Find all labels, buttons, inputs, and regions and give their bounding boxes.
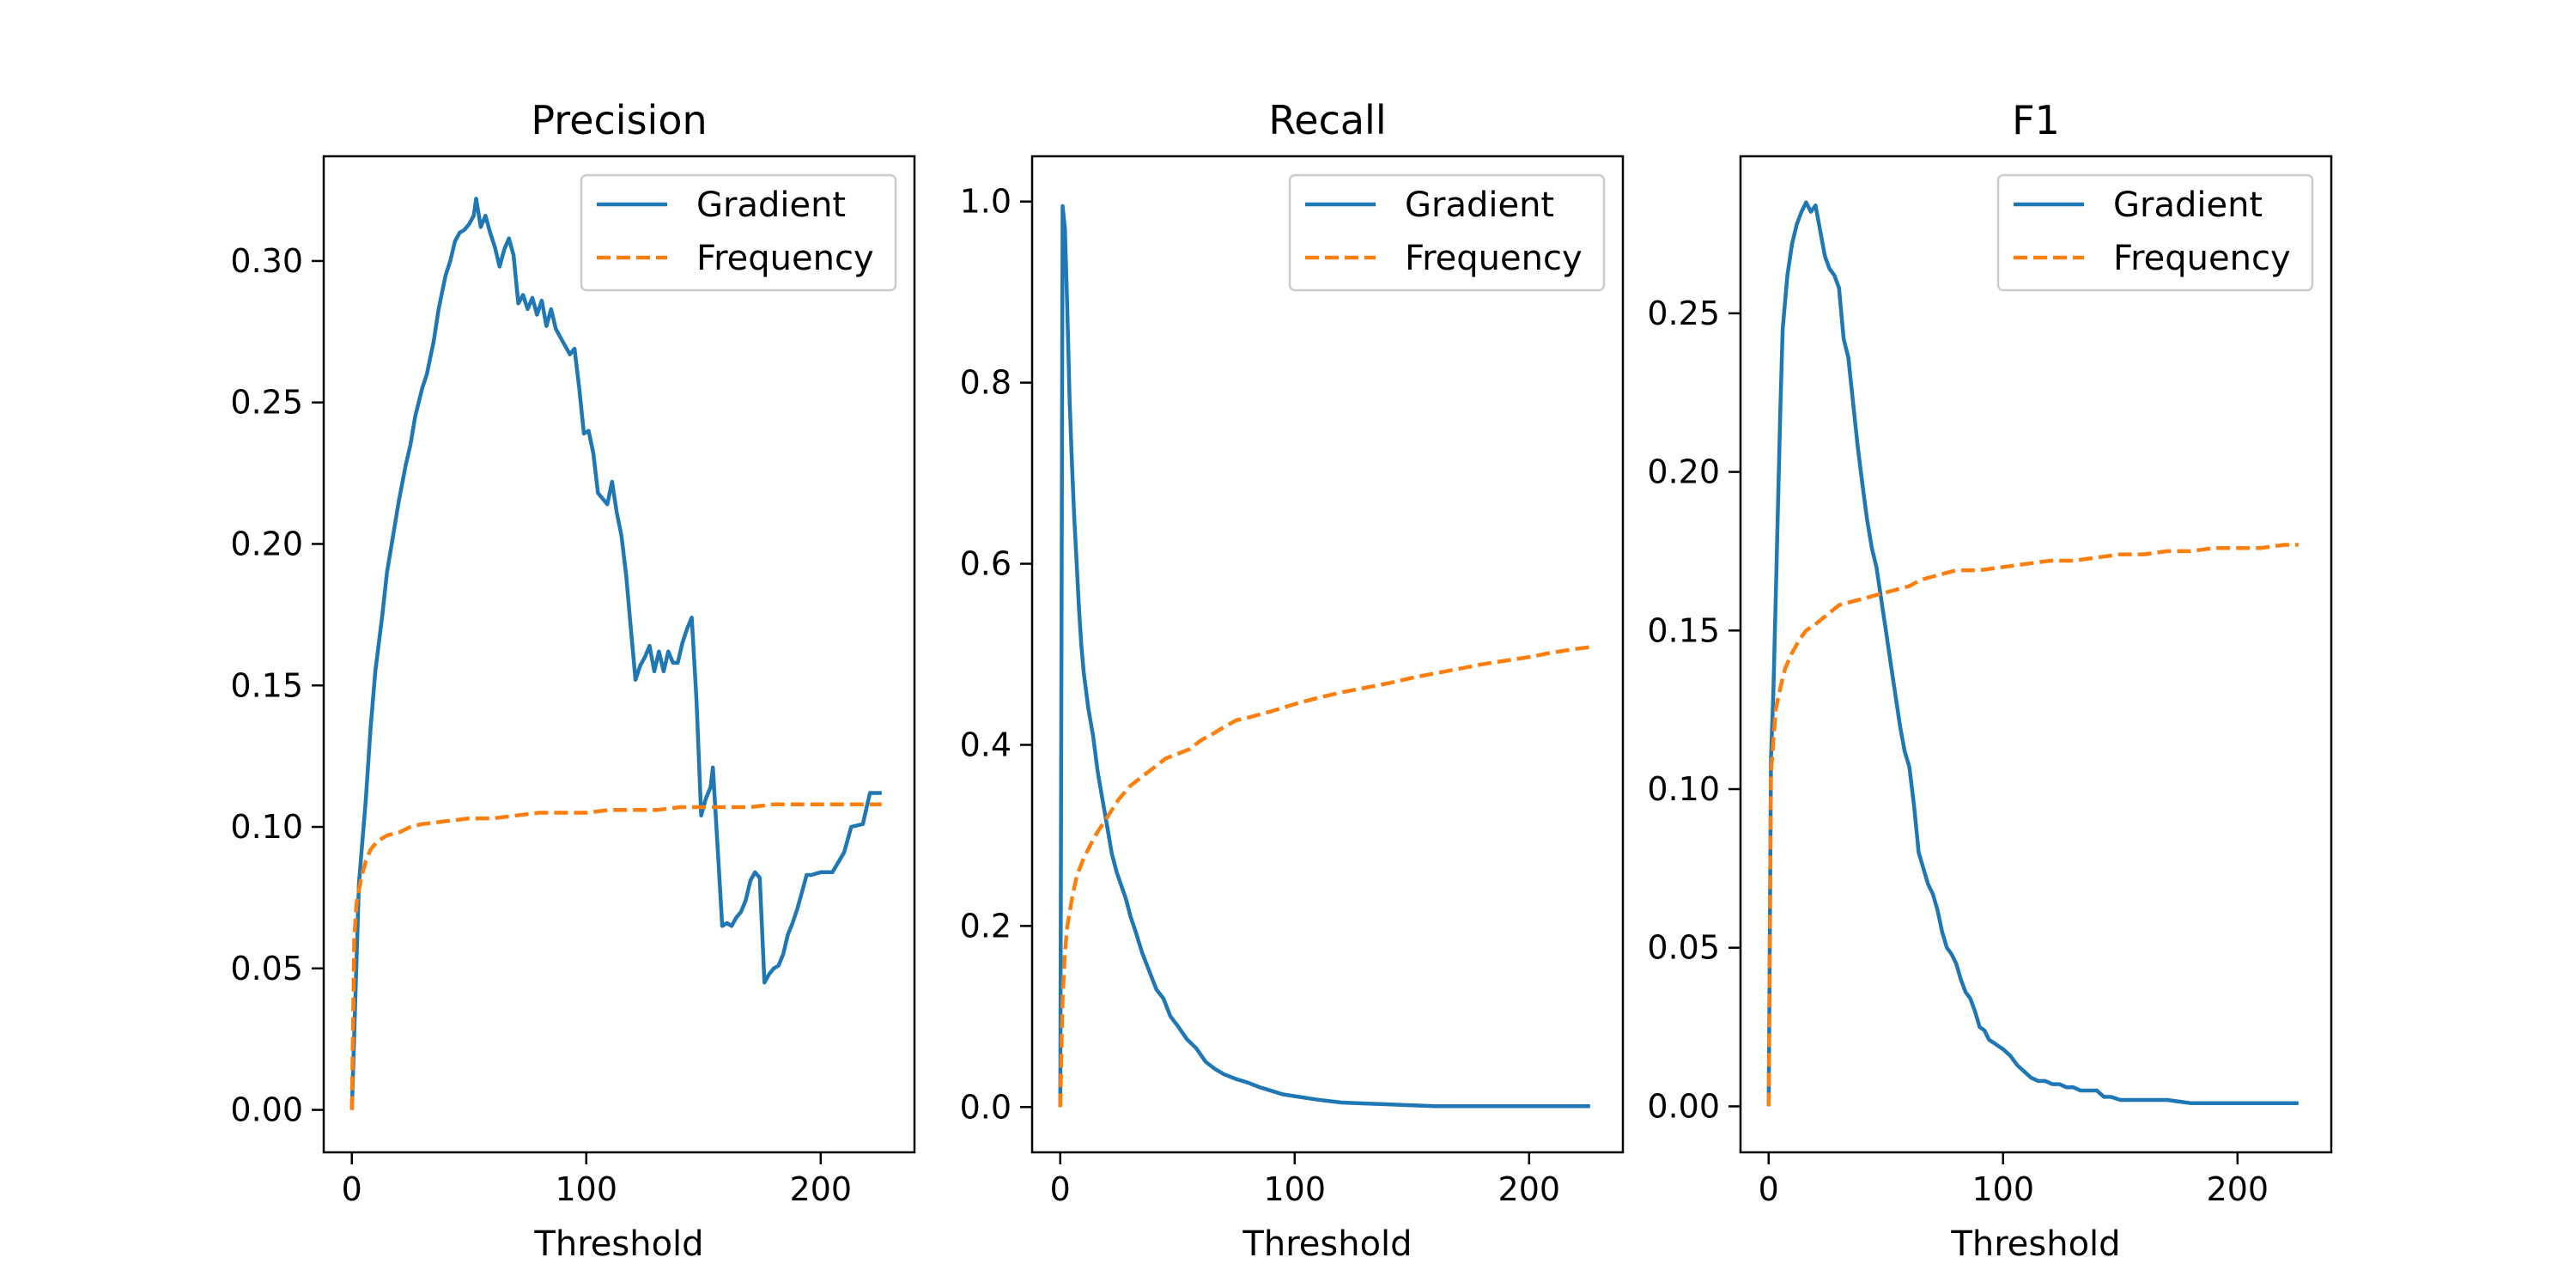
f1-y-tick-label: 0.10 (1647, 770, 1720, 808)
recall-y-tick-label: 1.0 (960, 183, 1012, 221)
subplot-precision: 0 100 200 0.00 0.05 0.10 0.15 0.20 0.25 0.30 Preci… (230, 97, 916, 1264)
recall-legend-label-gradient: Gradient (1405, 185, 1554, 225)
recall-y-tick-label: 0.6 (960, 545, 1012, 583)
f1-y-tick-label: 0.25 (1647, 295, 1720, 332)
precision-y-tick-label: 0.25 (230, 384, 303, 422)
precision-series-gradient-line (349, 197, 882, 1110)
recall-y-tick-label: 0.8 (960, 364, 1012, 402)
precision-y-tick-label: 0.15 (230, 666, 303, 704)
subplot-f1: 0 100 200 0.00 0.05 0.10 0.15 0.20 0.25 F1 Thresho… (1647, 97, 2333, 1264)
recall-axes-frame (1030, 155, 1625, 1154)
f1-series-gradient-line (1766, 200, 2299, 1107)
recall-x-tick-label: 200 (1498, 1170, 1561, 1208)
precision-x-tick-label: 0 (342, 1170, 362, 1208)
recall-x-axis-label: Threshold (1242, 1224, 1412, 1264)
subplot-recall: 0 100 200 0.0 0.2 0.4 0.6 0.8 1.0 Recall Threshold… (960, 97, 1625, 1264)
f1-x-tick-label: 200 (2207, 1170, 2269, 1208)
f1-y-tick-label: 0.20 (1647, 453, 1720, 491)
f1-y-tick-label: 0.00 (1647, 1087, 1720, 1125)
f1-legend: Gradient Frequency (1996, 173, 2314, 292)
recall-y-tick-label: 0.4 (960, 726, 1012, 763)
f1-legend-label-frequency: Frequency (2113, 239, 2291, 278)
f1-x-axis-label: Threshold (1950, 1224, 2120, 1264)
f1-axes-frame (1739, 155, 2333, 1154)
f1-legend-label-gradient: Gradient (2113, 185, 2263, 225)
f1-title: F1 (2012, 97, 2060, 143)
precision-y-tick-label: 0.00 (230, 1091, 303, 1129)
recall-series-frequency-line (1058, 645, 1591, 1108)
precision-y-tick-label: 0.05 (230, 950, 303, 987)
precision-y-tick-label: 0.20 (230, 525, 303, 562)
precision-x-tick-label: 200 (790, 1170, 853, 1208)
precision-x-axis-label: Threshold (533, 1224, 703, 1264)
recall-series-gradient-line (1058, 204, 1590, 1109)
recall-legend: Gradient Frequency (1288, 173, 1606, 292)
recall-legend-label-frequency: Frequency (1405, 239, 1583, 278)
f1-y-tick-label: 0.15 (1647, 611, 1720, 649)
recall-y-tick-label: 0.2 (960, 907, 1012, 945)
precision-y-tick-label: 0.10 (230, 808, 303, 846)
precision-title: Precision (531, 97, 707, 143)
precision-legend-label-gradient: Gradient (696, 185, 846, 225)
precision-axes-frame (322, 155, 916, 1154)
precision-series-frequency-line (349, 802, 882, 1110)
recall-x-tick-label: 100 (1264, 1170, 1327, 1208)
precision-legend: Gradient Frequency (580, 173, 897, 292)
f1-x-tick-label: 0 (1759, 1170, 1779, 1208)
f1-series-frequency-line (1766, 543, 2299, 1107)
f1-y-tick-label: 0.05 (1647, 929, 1720, 967)
precision-x-tick-label: 100 (556, 1170, 618, 1208)
recall-y-tick-label: 0.0 (960, 1088, 1012, 1126)
f1-x-tick-label: 100 (1972, 1170, 2035, 1208)
precision-legend-label-frequency: Frequency (696, 239, 874, 278)
precision-y-tick-label: 0.30 (230, 242, 303, 280)
recall-x-tick-label: 0 (1050, 1170, 1071, 1208)
recall-title: Recall (1268, 97, 1386, 143)
